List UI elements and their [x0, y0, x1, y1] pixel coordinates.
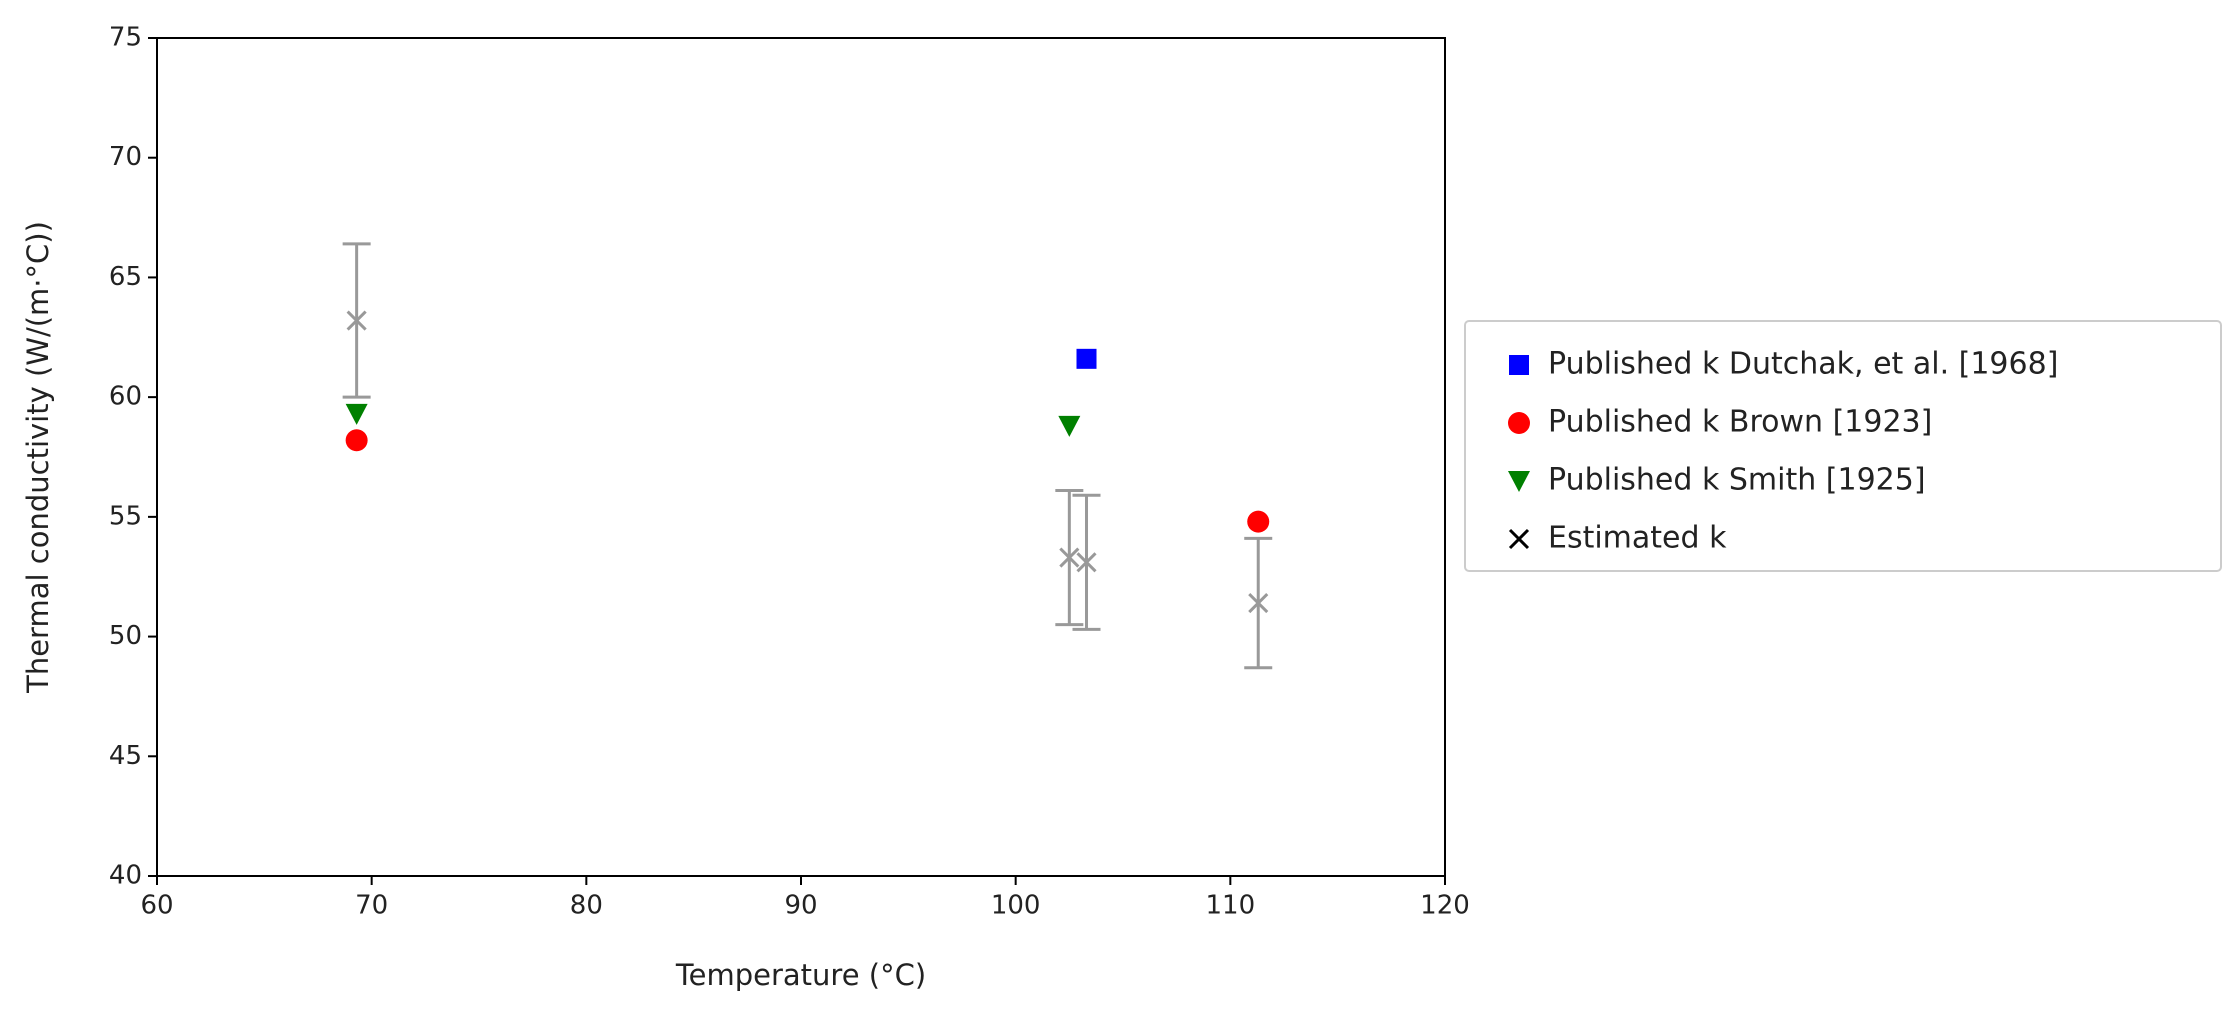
legend-text: Published k Brown [1923] — [1548, 405, 1932, 440]
legend-marker — [1508, 471, 1530, 492]
legend-text: Published k Dutchak, et al. [1968] — [1548, 347, 2058, 382]
x-tick-label: 90 — [784, 891, 817, 921]
x-tick-label: 70 — [355, 891, 388, 921]
point — [1059, 547, 1080, 568]
y-tick-label: 55 — [109, 501, 142, 531]
y-tick-label: 40 — [109, 861, 142, 891]
y-tick-label: 70 — [109, 142, 142, 172]
x-tick-label: 120 — [1420, 891, 1470, 921]
point — [346, 310, 367, 331]
legend-marker — [1508, 412, 1530, 434]
point — [345, 429, 368, 452]
x-tick-label: 110 — [1206, 891, 1256, 921]
x-tick-label: 80 — [570, 891, 603, 921]
legend-box — [1464, 320, 2222, 572]
y-tick-label: 50 — [109, 621, 142, 651]
y-tick-label: 75 — [109, 23, 142, 53]
legend-marker — [1509, 355, 1529, 375]
legend-text: Estimated k — [1548, 521, 1727, 556]
legend-marker — [1508, 528, 1530, 550]
point — [1076, 552, 1097, 573]
x-axis-title: Temperature (°C) — [675, 958, 926, 992]
point — [1058, 415, 1081, 437]
legend-text: Published k Smith [1925] — [1548, 463, 1926, 498]
y-tick-label: 60 — [109, 382, 142, 412]
x-tick-label: 100 — [991, 891, 1041, 921]
y-axis-title: Thermal conductivity (W/(m·°C)) — [21, 221, 55, 694]
y-tick-label: 65 — [109, 262, 142, 292]
point — [1247, 510, 1270, 533]
y-tick-label: 45 — [109, 741, 142, 771]
point — [345, 403, 368, 425]
x-tick-label: 60 — [140, 891, 173, 921]
point — [1076, 348, 1097, 369]
point — [1248, 592, 1269, 614]
plot-frame — [156, 37, 1446, 877]
